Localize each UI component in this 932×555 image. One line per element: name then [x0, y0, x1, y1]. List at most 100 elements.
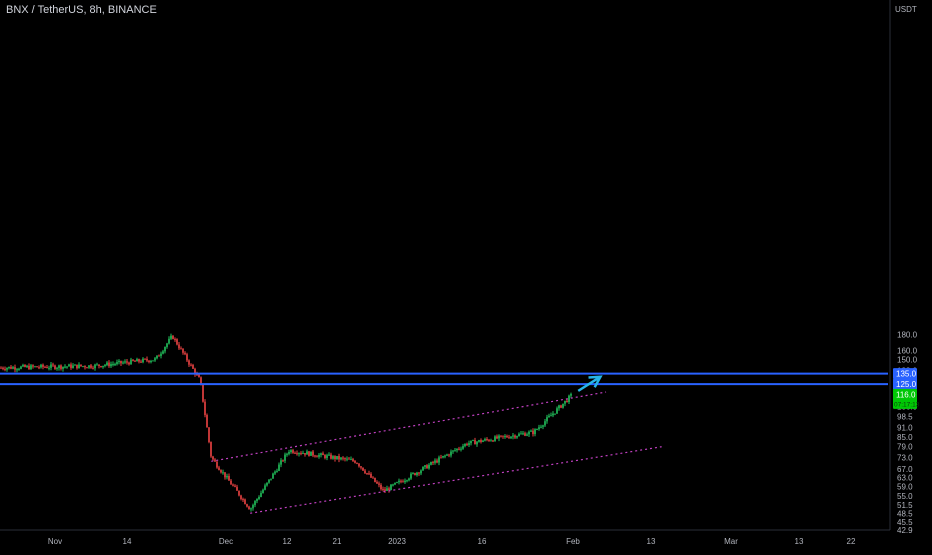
candle-body [398, 480, 400, 483]
candle-body [562, 403, 564, 408]
candle-body [48, 367, 50, 369]
candle-body [546, 417, 548, 422]
candle-body [104, 364, 106, 366]
candle-body [264, 485, 266, 490]
candle-body [30, 365, 32, 370]
candle-body [220, 470, 222, 473]
candle-body [568, 395, 570, 403]
candle-body [42, 364, 44, 367]
channel-upper-line[interactable] [211, 391, 607, 462]
candle-body [524, 433, 526, 436]
time-tick-label: 21 [333, 537, 342, 546]
candle-body [408, 478, 410, 481]
time-tick-label: 2023 [388, 537, 406, 546]
candles [0, 333, 572, 512]
candle-body [434, 460, 436, 463]
candle-body [8, 366, 10, 369]
candle-body [64, 366, 66, 368]
candle-body [216, 461, 218, 468]
candle-body [234, 485, 236, 487]
time-axis[interactable]: Nov 14 Dec 12 21 2023 16 Feb 13 Mar 13 22 [0, 529, 890, 546]
price-tag-label: 116.0 [896, 390, 916, 399]
candle-body [178, 344, 180, 349]
candle-body [440, 457, 442, 459]
time-tick-label: Dec [219, 537, 233, 546]
candle-body [266, 482, 268, 486]
price-tick-label: 63.0 [897, 474, 913, 483]
candle-body [204, 401, 206, 415]
candle-body [542, 425, 544, 427]
candle-body [362, 467, 364, 471]
candle-body [290, 450, 292, 452]
price-tick-label: 48.5 [897, 509, 913, 518]
candle-body [188, 360, 190, 365]
candle-body [232, 484, 234, 486]
price-tick-label: 45.5 [897, 518, 913, 527]
last-price-tag[interactable] [893, 388, 917, 409]
chart-title: BNX / TetherUS, 8h, BINANCE [6, 4, 157, 16]
candle-body [72, 365, 74, 368]
channel-lower-line[interactable] [250, 446, 662, 514]
candle-body [168, 338, 170, 344]
candle-body [108, 362, 110, 367]
candle-body [194, 368, 196, 375]
candle-body [148, 360, 150, 363]
candle-body [340, 457, 342, 460]
candle-body [454, 450, 456, 452]
candle-body [124, 361, 126, 363]
candle-body [228, 476, 230, 481]
candle-body [478, 440, 480, 442]
candle-body [6, 368, 8, 370]
candle-body [114, 364, 116, 366]
candle-body [140, 361, 142, 363]
candle-body [180, 348, 182, 350]
candle-body [260, 492, 262, 497]
level-price-tag[interactable] [893, 378, 917, 390]
candle-body [272, 473, 274, 479]
candle-body [492, 440, 494, 442]
level-price-tag[interactable] [893, 368, 917, 380]
candle-body [528, 431, 530, 435]
candle-body [46, 367, 48, 369]
price-tick-label: 79.0 [897, 443, 913, 452]
candle-body [476, 441, 478, 445]
price-axis[interactable]: USDT180.0160.0150.0138.0130.0122.0106.09… [889, 0, 920, 535]
candle-body [356, 462, 358, 464]
candle-body [302, 453, 304, 455]
candle-body [438, 457, 440, 463]
candle-body [390, 484, 392, 491]
candle-body [324, 455, 326, 458]
candle-body [328, 454, 330, 456]
candle-body [456, 448, 458, 451]
candle-body [370, 473, 372, 478]
candle-body [158, 355, 160, 357]
candle-body [282, 460, 284, 462]
candle-body [58, 365, 60, 368]
candle-body [10, 366, 12, 369]
candle-body [292, 450, 294, 453]
price-tick-label: 85.0 [897, 433, 913, 442]
candle-body [384, 489, 386, 491]
candle-body [98, 364, 100, 367]
candle-body [92, 367, 94, 369]
candle-body [16, 369, 18, 371]
candle-body [394, 482, 396, 485]
candle-body [498, 435, 500, 439]
candle-body [534, 429, 536, 435]
candle-body [382, 489, 384, 491]
candle-body [496, 436, 498, 439]
time-tick-label: 12 [283, 537, 292, 546]
candle-body [198, 374, 200, 378]
projection-arrow-line[interactable] [577, 375, 602, 392]
candle-body [82, 366, 84, 368]
candle-body [336, 456, 338, 460]
candle-body [522, 433, 524, 435]
candle-body [192, 364, 194, 369]
candle-body [480, 440, 482, 442]
candle-body [488, 439, 490, 441]
candle-body [230, 480, 232, 485]
candle-body [484, 439, 486, 441]
candle-body [316, 456, 318, 458]
